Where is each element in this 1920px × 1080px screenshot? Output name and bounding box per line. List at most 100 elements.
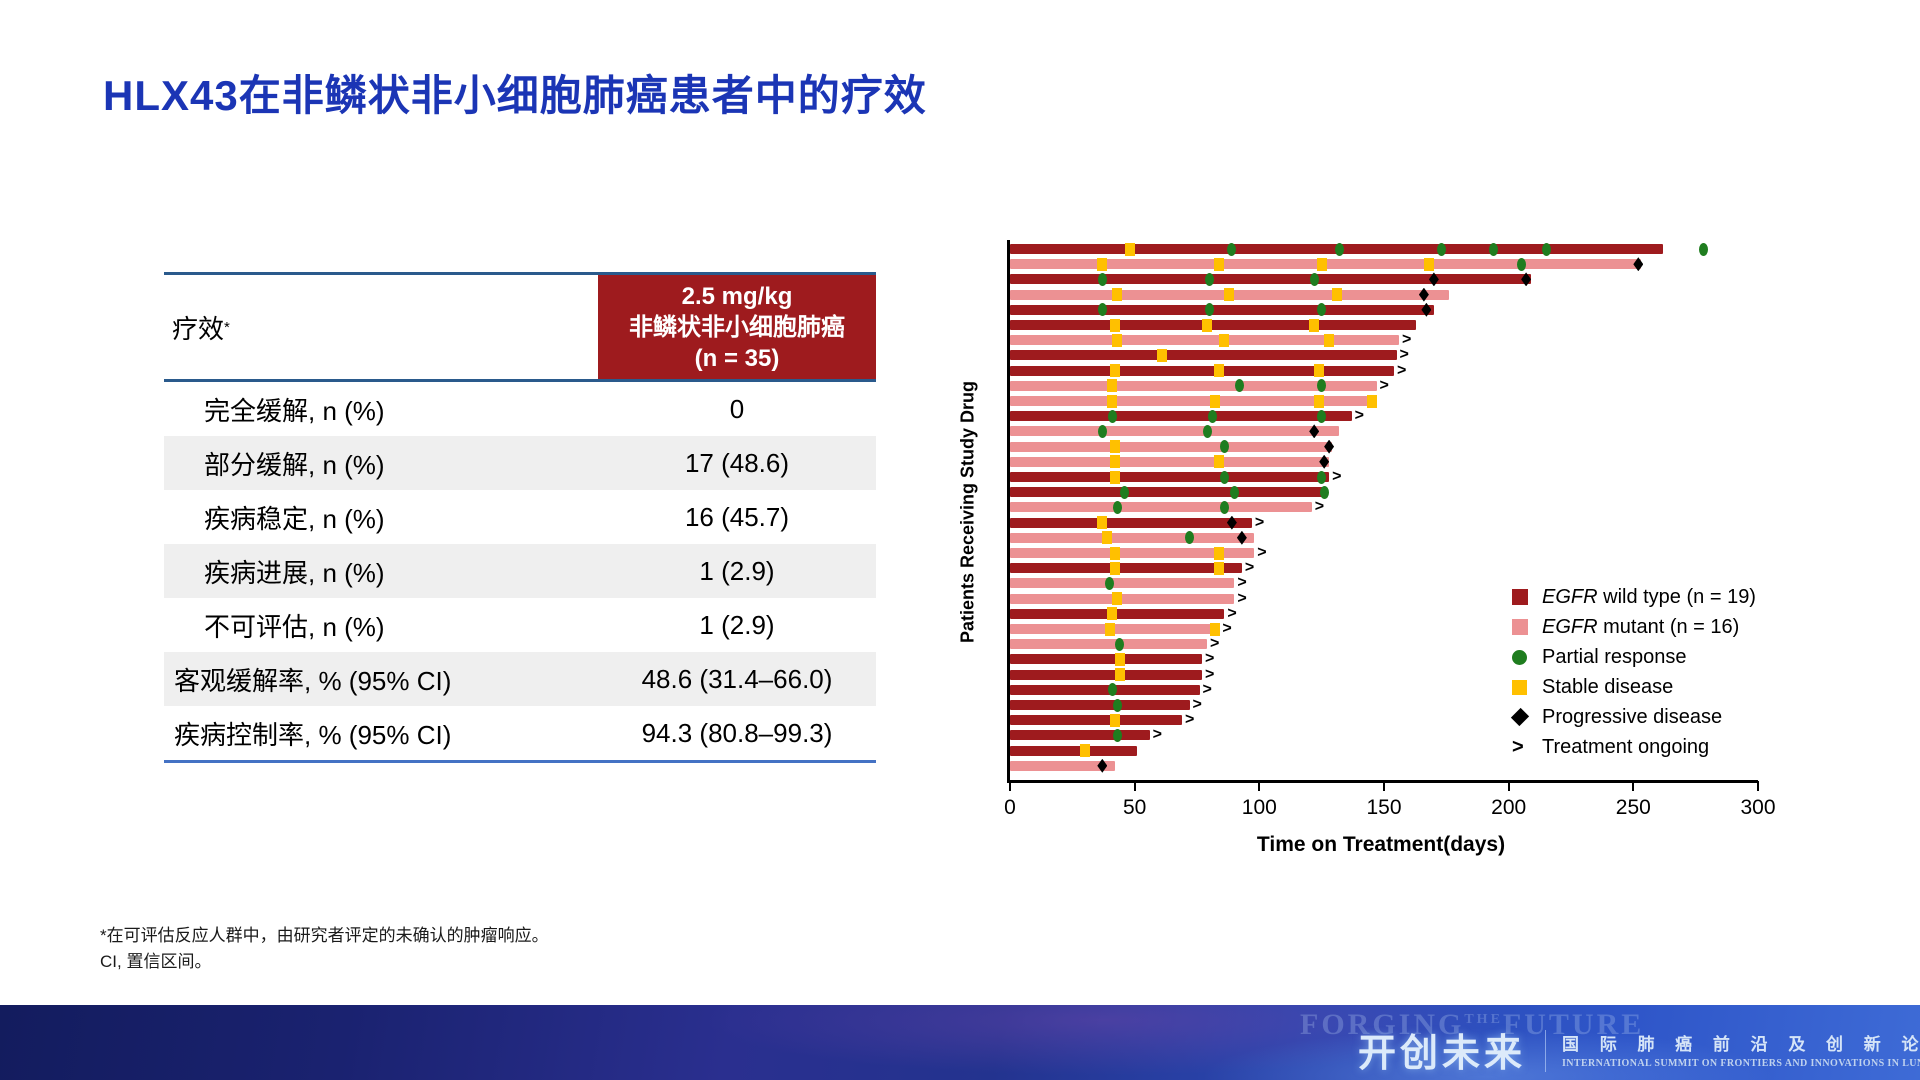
stable-disease-marker	[1102, 531, 1113, 545]
stable-disease-marker	[1112, 288, 1123, 302]
swimmer-bar	[1010, 624, 1220, 634]
population-line: 非鳞状非小细胞肺癌	[629, 313, 845, 341]
table-header-row: 疗效 * 2.5 mg/kg 非鳞状非小细胞肺癌 (n = 35)	[164, 272, 876, 382]
legend-item: > Treatment ongoing	[1512, 732, 1756, 762]
partial-response-marker	[1112, 728, 1122, 742]
stable-disease-marker	[1214, 257, 1225, 271]
x-axis-tick	[1009, 781, 1011, 791]
legend-item: EGFR wild type (n = 19)	[1512, 582, 1756, 612]
progressive-disease-marker	[1521, 272, 1532, 287]
progressive-disease-marker	[1418, 287, 1429, 302]
stable-disease-marker	[1109, 546, 1120, 560]
stable-disease-marker	[1112, 333, 1123, 347]
partial-response-marker	[1334, 242, 1344, 256]
legend-gene-italic: EGFR	[1542, 585, 1598, 608]
row-value: 16 (45.7)	[684, 501, 790, 532]
stable-disease-marker	[1079, 744, 1090, 758]
legend-label: Progressive disease	[1542, 705, 1723, 728]
stable-disease-marker	[1202, 318, 1212, 332]
row-label: 不可评估, n (%)	[204, 611, 385, 642]
swimmer-bar	[1010, 274, 1532, 285]
partial-response-marker	[1219, 470, 1229, 484]
partial-response-marker	[1112, 500, 1122, 514]
treatment-ongoing-arrow: >	[1354, 407, 1364, 425]
row-label: 部分缓解, n (%)	[204, 449, 385, 480]
partial-response-marker	[1436, 242, 1446, 256]
swimmer-bar	[1010, 578, 1235, 589]
swimmer-bar	[1010, 715, 1182, 726]
partial-response-marker	[1317, 470, 1327, 484]
row-label: 疾病进展, n (%)	[204, 557, 385, 588]
swimmer-bar	[1010, 380, 1377, 391]
partial-response-marker	[1105, 576, 1115, 590]
stable-disease-marker	[1097, 516, 1108, 530]
treatment-ongoing-arrow: >	[1192, 696, 1202, 713]
swimmer-bar	[1010, 700, 1190, 710]
stable-disease-marker	[1316, 257, 1327, 271]
treatment-ongoing-arrow: >	[1152, 726, 1162, 744]
stable-disease-marker	[1109, 455, 1120, 469]
progressive-disease-marker	[1324, 439, 1335, 454]
treatment-ongoing-arrow: >	[1397, 361, 1407, 379]
partial-response-marker	[1698, 242, 1708, 256]
partial-response-marker	[1319, 485, 1329, 499]
swimmer-bar	[1010, 639, 1207, 650]
stable-disease-marker	[1097, 257, 1108, 271]
treatment-ongoing-arrow: >	[1314, 498, 1325, 516]
row-value: 1 (2.9)	[699, 555, 775, 586]
partial-response-marker	[1097, 272, 1107, 286]
stable-disease-marker	[1209, 622, 1220, 636]
SD-legend-icon	[1512, 679, 1527, 695]
table-header-left-label: 疗效	[172, 313, 225, 344]
PR-legend-icon	[1512, 649, 1527, 665]
treatment-ongoing-arrow: >	[1205, 665, 1215, 683]
footnote-line-1: *在可评估反应人群中，由研究者评定的未确认的肿瘤响应。	[100, 926, 549, 945]
partial-response-marker	[1317, 303, 1327, 317]
mut-legend-icon	[1512, 619, 1528, 635]
x-tick-label: 100	[1241, 796, 1277, 819]
progressive-disease-marker	[1428, 272, 1439, 287]
legend-marker-PR	[1512, 649, 1542, 665]
table-row: 疾病控制率, % (95% CI) 94.3 (80.8–99.3)	[164, 706, 876, 760]
row-value: 1 (2.9)	[699, 609, 775, 640]
table-row: 不可评估, n (%) 1 (2.9)	[164, 598, 876, 652]
stable-disease-marker	[1107, 607, 1118, 621]
stable-disease-marker	[1214, 546, 1225, 560]
swimmer-bar	[1010, 502, 1312, 513]
treatment-ongoing-arrow: >	[1237, 574, 1247, 592]
row-value: 94.3 (80.8–99.3)	[641, 717, 833, 748]
x-tick-label: 250	[1615, 796, 1651, 819]
stable-disease-marker	[1114, 668, 1125, 682]
swimmer-bar	[1010, 441, 1332, 452]
partial-response-marker	[1205, 303, 1214, 317]
treatment-ongoing-arrow: >	[1227, 604, 1237, 622]
swimmer-bar	[1010, 335, 1399, 346]
wt-legend-icon	[1512, 589, 1528, 605]
row-value: 48.6 (31.4–66.0)	[641, 663, 833, 694]
table-row: 疾病稳定, n (%) 16 (45.7)	[164, 490, 876, 544]
x-tick-label: 200	[1491, 796, 1527, 819]
progressive-disease-marker	[1309, 424, 1320, 439]
stable-disease-marker	[1324, 333, 1335, 347]
dose-line: 2.5 mg/kg	[681, 282, 793, 310]
treatment-ongoing-arrow: >	[1257, 544, 1267, 561]
legend-label: EGFR wild type (n = 19)	[1542, 585, 1756, 608]
treatment-ongoing-arrow: >	[1210, 635, 1220, 653]
legend-item: Progressive disease	[1510, 702, 1756, 732]
swimmer-plot: > > > > > > > > > > > > > > > > > > > > >0 50 100 150 200 250 300	[1004, 240, 1776, 819]
legend-item: Partial response	[1512, 642, 1756, 672]
stable-disease-marker	[1214, 455, 1225, 469]
stable-disease-marker	[1109, 440, 1120, 454]
partial-response-marker	[1097, 424, 1107, 438]
partial-response-marker	[1317, 379, 1327, 393]
stable-disease-marker	[1114, 652, 1125, 666]
swimmer-bar	[1010, 350, 1397, 361]
table-row: 疾病进展, n (%) 1 (2.9)	[164, 544, 876, 598]
partial-response-marker	[1207, 409, 1217, 423]
partial-response-marker	[1112, 698, 1122, 712]
x-axis-tick	[1133, 781, 1136, 791]
treatment-ongoing-arrow: >	[1402, 331, 1412, 349]
row-value: 0	[729, 393, 745, 424]
table-header-left-asterisk: *	[224, 318, 230, 336]
